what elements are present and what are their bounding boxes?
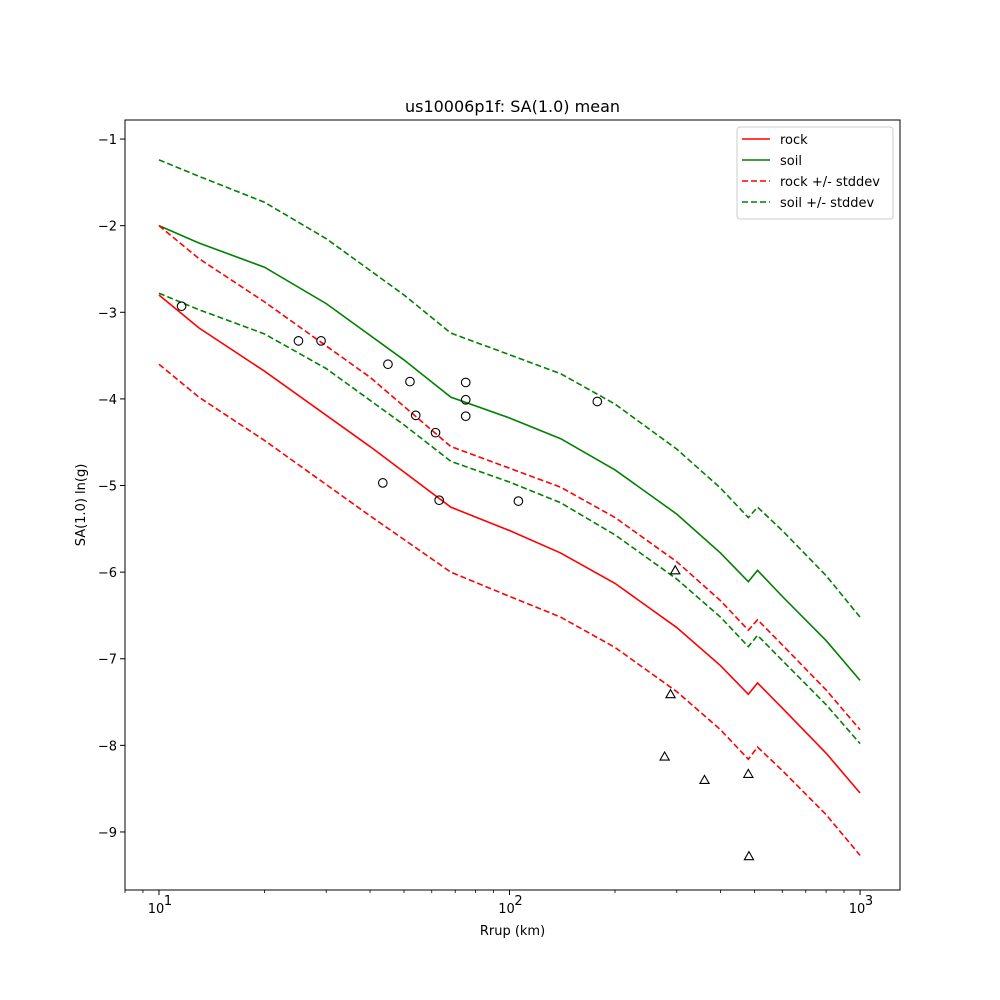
circle-marker bbox=[460, 377, 471, 388]
y-tick-label: −3 bbox=[98, 306, 117, 321]
circle-marker bbox=[460, 411, 471, 422]
circle-marker bbox=[383, 359, 393, 370]
legend-label: rock bbox=[780, 133, 808, 148]
triangle-marker bbox=[743, 850, 755, 861]
circle-marker bbox=[410, 410, 421, 421]
y-tick-label: −1 bbox=[98, 133, 117, 148]
axes-frame bbox=[124, 119, 901, 891]
triangle-marker bbox=[669, 564, 681, 575]
chart-title: us10006p1f: SA(1.0) mean bbox=[405, 97, 620, 116]
circle-marker bbox=[176, 301, 187, 312]
x-tick-exponent: 3 bbox=[865, 894, 873, 909]
triangle-marker bbox=[659, 750, 671, 761]
scatter-markers bbox=[176, 301, 755, 861]
circle-marker bbox=[513, 496, 524, 506]
circle-marker bbox=[434, 495, 445, 506]
triangle-marker bbox=[665, 688, 677, 699]
legend-box bbox=[736, 126, 894, 220]
circle-marker bbox=[405, 376, 415, 387]
y-tick-label: −2 bbox=[98, 220, 117, 235]
x-tick-exponent: 2 bbox=[514, 894, 522, 909]
legend-label: soil +/- stddev bbox=[780, 196, 875, 211]
triangle-marker bbox=[698, 774, 711, 784]
series-lines bbox=[158, 159, 861, 856]
y-tick-label: −4 bbox=[98, 393, 117, 408]
series-line-4 bbox=[158, 159, 861, 618]
x-tick-exponent: 1 bbox=[164, 894, 172, 909]
x-tick-label: 10 bbox=[148, 902, 165, 917]
series-line-3 bbox=[158, 363, 861, 856]
legend-label: rock +/- stddev bbox=[780, 175, 880, 190]
circle-marker bbox=[430, 427, 441, 438]
y-axis-label: SA(1.0) ln(g) bbox=[74, 464, 89, 547]
series-line-0 bbox=[158, 294, 861, 794]
series-line-1 bbox=[158, 224, 861, 681]
circle-marker bbox=[460, 394, 471, 405]
y-tick-label: −9 bbox=[98, 826, 117, 841]
x-tick-label: 10 bbox=[849, 902, 866, 917]
circle-marker bbox=[592, 396, 603, 407]
legend-label: soil bbox=[780, 154, 802, 169]
triangle-marker bbox=[742, 768, 754, 778]
circle-marker bbox=[293, 336, 304, 346]
y-tick-label: −8 bbox=[98, 739, 117, 754]
circle-marker bbox=[377, 478, 388, 488]
x-axis-label: Rrup (km) bbox=[480, 924, 545, 939]
legend: rock soil rock +/- stddev soil +/- stddev bbox=[736, 126, 894, 220]
y-tick-label: −5 bbox=[98, 480, 117, 495]
x-tick-label: 10 bbox=[498, 902, 515, 917]
circle-marker bbox=[316, 336, 326, 346]
y-tick-label: −7 bbox=[98, 653, 117, 668]
series-line-5 bbox=[158, 292, 861, 745]
y-tick-label: −6 bbox=[98, 566, 117, 581]
series-line-2 bbox=[158, 225, 861, 731]
